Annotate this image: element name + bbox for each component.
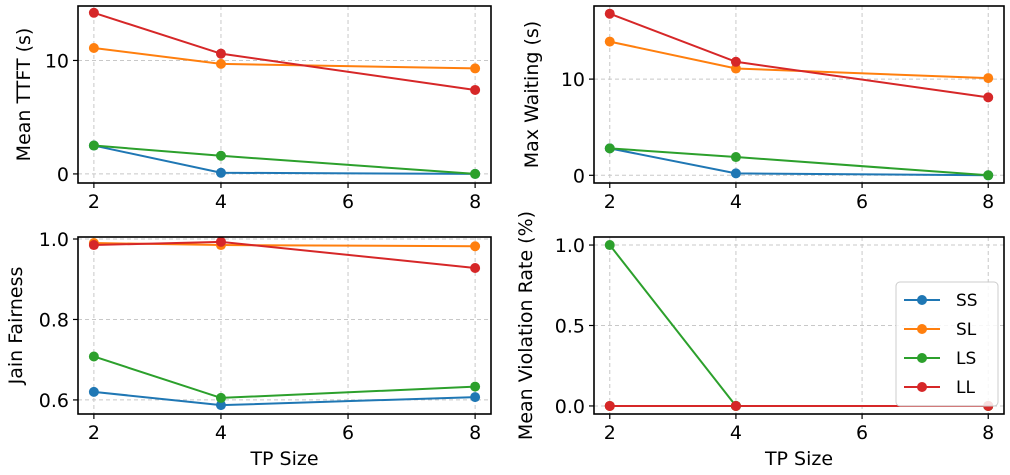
legend-label-ls: LS xyxy=(956,349,976,369)
data-point-ll xyxy=(604,400,615,411)
x-tick-label: 8 xyxy=(469,422,481,444)
data-point-ll xyxy=(88,7,99,18)
series-line-ls xyxy=(609,147,989,177)
data-point-sl xyxy=(983,73,994,84)
data-point-ls xyxy=(604,240,615,251)
x-axis-label: TP Size xyxy=(249,448,318,470)
series-line-ll xyxy=(93,11,476,91)
data-point-ll xyxy=(730,400,741,411)
x-tick-label: 4 xyxy=(730,422,742,444)
y-tick-label: 0 xyxy=(57,164,69,186)
data-point-sl xyxy=(470,63,481,74)
y-axis-label: Mean Violation Rate (%) xyxy=(515,211,537,440)
x-tick-label: 6 xyxy=(342,191,354,213)
y-tick-label: 10 xyxy=(561,69,585,91)
data-point-ll xyxy=(88,240,99,251)
data-point-ls xyxy=(604,143,615,154)
y-tick-label: 10 xyxy=(45,50,69,72)
x-tick-label: 2 xyxy=(604,422,616,444)
x-tick-label: 6 xyxy=(856,191,868,213)
series-line-ss xyxy=(93,390,476,407)
y-tick-label: 0 xyxy=(573,165,585,187)
y-tick-label: 0.6 xyxy=(39,390,69,412)
data-point-ll xyxy=(215,236,226,247)
series-line-ls xyxy=(93,144,476,175)
data-point-ll xyxy=(983,92,994,103)
x-tick-label: 4 xyxy=(730,191,742,213)
data-point-ss xyxy=(470,392,481,403)
data-point-ll xyxy=(604,8,615,19)
data-point-sl xyxy=(215,58,226,69)
series-line-sl xyxy=(93,46,476,70)
x-tick-label: 2 xyxy=(88,191,100,213)
y-tick-label: 0.8 xyxy=(39,309,69,331)
y-tick-label: 0.0 xyxy=(555,396,585,418)
data-point-ls xyxy=(983,170,994,181)
axes-frame xyxy=(77,236,492,415)
data-point-ls xyxy=(88,351,99,362)
data-point-sl xyxy=(470,241,481,252)
panel-4: 2 4 6 8 0.0 0.5 1.0 Mean Violation Rate (%) TP S… xyxy=(515,211,1005,470)
legend-marker-ll xyxy=(917,382,927,392)
data-point-ss xyxy=(215,167,226,178)
data-point-ls xyxy=(215,150,226,161)
y-tick-label: 0.5 xyxy=(555,316,585,338)
axes-frame xyxy=(77,5,492,184)
legend-label-ll: LL xyxy=(956,378,975,398)
x-tick-label: 8 xyxy=(982,191,994,213)
data-point-ss xyxy=(215,400,226,411)
legend-marker-ls xyxy=(917,353,927,363)
x-tick-label: 2 xyxy=(88,422,100,444)
panel-3: 2 4 6 8 0.6 0.8 1.0 Jain Fairness TP Size xyxy=(5,229,492,470)
x-tick-label: 4 xyxy=(215,422,227,444)
x-axis-label: TP Size xyxy=(764,448,833,470)
x-tick-label: 4 xyxy=(215,191,227,213)
panel-1: 2 4 6 8 0 10 Mean TTFT (s) xyxy=(13,5,492,213)
data-point-ls xyxy=(470,168,481,179)
x-tick-label: 6 xyxy=(856,422,868,444)
series-line-ls xyxy=(93,355,476,399)
x-tick-label: 8 xyxy=(469,191,481,213)
data-point-ls xyxy=(730,152,741,163)
legend: SS SL LS LL xyxy=(895,281,999,407)
data-point-ll xyxy=(470,84,481,95)
legend-marker-ss xyxy=(917,295,927,305)
x-tick-label: 8 xyxy=(982,422,994,444)
panel-2: 2 4 6 8 0 10 Max Waiting (s) xyxy=(521,5,1005,213)
legend-box xyxy=(895,281,999,407)
data-point-sl xyxy=(88,42,99,53)
y-axis-label: Mean TTFT (s) xyxy=(13,28,35,162)
axes-frame xyxy=(593,5,1005,184)
data-point-ll xyxy=(470,262,481,273)
y-tick-label: 1.0 xyxy=(39,229,69,251)
y-axis-label: Max Waiting (s) xyxy=(521,21,543,168)
data-point-ll xyxy=(215,48,226,59)
data-point-ss xyxy=(730,168,741,179)
legend-label-sl: SL xyxy=(956,320,977,340)
legend-marker-sl xyxy=(917,324,927,334)
series-line-ll xyxy=(609,12,989,99)
y-axis-label: Jain Fairness xyxy=(5,267,27,386)
data-point-ls xyxy=(215,392,226,403)
legend-label-ss: SS xyxy=(956,291,978,311)
x-tick-label: 2 xyxy=(604,191,616,213)
x-tick-label: 6 xyxy=(342,422,354,444)
series-line-sl xyxy=(609,40,989,80)
data-point-ls xyxy=(88,140,99,151)
data-point-sl xyxy=(604,36,615,47)
data-point-ll xyxy=(730,56,741,67)
data-point-ls xyxy=(470,381,481,392)
y-tick-label: 1.0 xyxy=(555,235,585,257)
data-point-ss xyxy=(88,386,99,397)
